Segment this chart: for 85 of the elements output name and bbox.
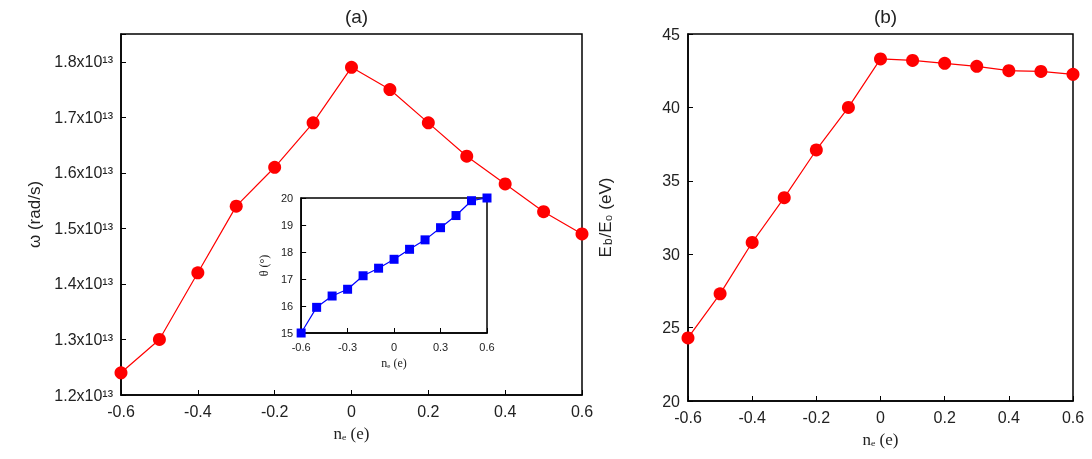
point <box>436 223 446 233</box>
x-tick-label: -0.4 <box>184 402 212 420</box>
x-tick-label: 0.2 <box>417 402 440 420</box>
x-tick-label: 0.6 <box>479 340 495 353</box>
y-tick-label: 1.4x10¹³ <box>54 275 114 293</box>
x-tick-label: 0.6 <box>570 402 594 420</box>
y-tick-label: 40 <box>662 98 681 116</box>
point <box>343 284 353 294</box>
point <box>312 302 322 312</box>
point <box>460 149 474 163</box>
chart-title: (a) <box>344 6 369 27</box>
point <box>498 177 512 191</box>
x-tick-label: 0 <box>876 408 886 426</box>
point <box>681 331 695 345</box>
point <box>467 196 477 206</box>
y-tick-label: 1.6x10¹³ <box>54 164 114 182</box>
point <box>358 271 368 281</box>
y-tick-label: 19 <box>280 219 294 231</box>
y-tick-label: 1.2x10¹³ <box>54 386 114 404</box>
x-tick-label: 0.2 <box>933 408 956 426</box>
chart-title: (b) <box>873 6 898 27</box>
point <box>777 191 791 205</box>
point <box>482 193 492 203</box>
point <box>1002 64 1016 78</box>
x-tick-label: -0.2 <box>260 402 289 420</box>
point <box>1034 64 1048 78</box>
x-axis-title: nₑ (e) <box>862 430 899 450</box>
x-tick-label: -0.3 <box>338 340 358 353</box>
y-tick-label: 20 <box>662 392 681 410</box>
point <box>575 227 589 241</box>
point <box>874 52 887 66</box>
point <box>152 332 166 346</box>
x-tick-label: 0.4 <box>997 408 1021 426</box>
x-tick-label: 0.3 <box>432 340 449 353</box>
x-tick-label: -0.2 <box>802 408 831 426</box>
y-tick-label: 1.3x10¹³ <box>54 330 114 348</box>
point <box>841 100 855 114</box>
point <box>268 160 282 174</box>
y-tick-label: 35 <box>662 172 681 190</box>
y-tick-label: 30 <box>662 245 681 263</box>
point <box>809 143 823 157</box>
point <box>114 366 128 380</box>
point <box>421 116 435 130</box>
y-tick-label: 45 <box>662 25 681 43</box>
y-tick-label: 1.7x10¹³ <box>54 108 114 126</box>
point <box>420 235 430 245</box>
point <box>327 291 337 301</box>
x-tick-label: 0 <box>347 402 357 420</box>
point <box>389 254 399 264</box>
point <box>345 60 358 74</box>
point <box>938 56 952 70</box>
point <box>374 263 384 273</box>
x-tick-label: 0.6 <box>1061 408 1085 426</box>
x-tick-label: -0.6 <box>291 340 311 353</box>
y-tick-label: 20 <box>280 192 294 204</box>
x-tick-label: -0.4 <box>738 408 767 426</box>
y-axis-title: Eb/E₀ (eV) <box>596 177 616 258</box>
y-tick-label: 17 <box>280 273 294 285</box>
point <box>383 83 397 97</box>
y-axis-title: θ (°) <box>257 254 271 277</box>
point <box>306 116 320 130</box>
y-tick-label: 16 <box>280 300 294 312</box>
point <box>537 205 551 219</box>
y-tick-label: 25 <box>662 319 681 337</box>
x-tick-label: 0 <box>391 340 398 353</box>
point <box>191 266 205 280</box>
x-axis-title: nₑ (e) <box>381 355 407 370</box>
point <box>1066 67 1080 81</box>
point <box>451 211 461 221</box>
y-axis-title: ω (rad/s) <box>25 180 45 249</box>
point <box>970 59 984 73</box>
x-tick-label: -0.6 <box>674 408 702 426</box>
point <box>405 244 415 254</box>
x-axis-title: nₑ (e) <box>333 424 370 444</box>
x-tick-label: 0.4 <box>494 402 517 420</box>
y-tick-label: 1.8x10¹³ <box>54 53 114 71</box>
point <box>229 199 243 213</box>
point <box>713 287 727 301</box>
x-tick-label: -0.6 <box>107 402 135 420</box>
y-tick-label: 1.5x10¹³ <box>54 219 114 237</box>
point <box>745 235 759 249</box>
y-tick-label: 18 <box>280 246 294 258</box>
point <box>296 328 306 338</box>
y-tick-label: 15 <box>280 327 294 339</box>
point <box>906 53 920 67</box>
